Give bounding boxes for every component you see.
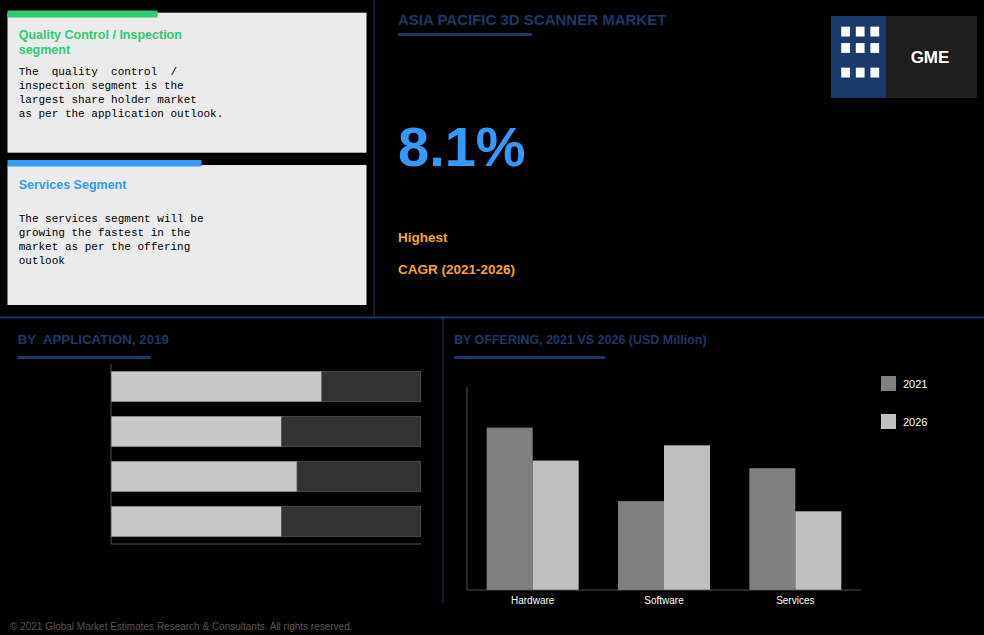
info-box bbox=[8, 13, 367, 153]
box-title: Quality Control / Inspectionsegment bbox=[19, 28, 182, 57]
bar bbox=[618, 501, 664, 590]
logo-panel bbox=[831, 16, 886, 98]
box-body-line: largest share holder market bbox=[19, 94, 197, 106]
title-underline bbox=[398, 33, 532, 36]
cagr-label: CAGR (2021-2026) bbox=[398, 262, 515, 277]
logo-text: GME bbox=[911, 48, 950, 67]
bar bbox=[664, 445, 710, 590]
x-axis-line bbox=[467, 590, 861, 591]
infographic: Quality Control / Inspectionsegment The q… bbox=[0, 0, 984, 635]
logo-icon bbox=[856, 27, 865, 37]
divider bbox=[0, 317, 984, 319]
box-title: Services Segment bbox=[19, 178, 128, 192]
box-body: The services segment will be growing the … bbox=[19, 213, 204, 267]
legend-swatch bbox=[881, 376, 896, 391]
box-body-line: outlook bbox=[19, 255, 66, 267]
cagr-label: Highest bbox=[398, 230, 448, 245]
bars bbox=[487, 428, 842, 590]
page-title: ASIA PACIFIC 3D SCANNER MARKET bbox=[398, 11, 666, 28]
logo-icon bbox=[841, 68, 850, 78]
title-underline bbox=[454, 356, 605, 359]
accent-bar bbox=[8, 11, 158, 18]
bar-segment bbox=[282, 416, 422, 447]
bar-segment bbox=[322, 371, 421, 402]
footer: © 2021 Global Market Estimates Research … bbox=[10, 621, 353, 632]
box-body-line: growing the fastest in the bbox=[19, 227, 191, 239]
x-tick-label: Hardware bbox=[511, 595, 555, 606]
chart-title: BY OFFERING, 2021 VS 2026 (USD Million) bbox=[454, 333, 707, 347]
legend-swatch bbox=[881, 414, 896, 429]
logo-box bbox=[831, 16, 977, 98]
box-body: The quality control / inspection segment … bbox=[19, 66, 224, 120]
logo-icon bbox=[870, 68, 879, 78]
bar-segment bbox=[111, 461, 297, 492]
y-axis-line bbox=[467, 387, 468, 590]
bars bbox=[111, 371, 421, 537]
info-box bbox=[8, 165, 367, 305]
bar bbox=[795, 511, 841, 590]
background bbox=[0, 0, 984, 635]
chart-title: BY APPLICATION, 2019 bbox=[18, 332, 169, 347]
box-body-line: as per the application outlook. bbox=[19, 108, 224, 120]
y-axis-line bbox=[111, 364, 112, 544]
logo-icon bbox=[870, 27, 879, 37]
logo-icon bbox=[870, 43, 879, 53]
bar-segment bbox=[282, 506, 422, 537]
bar-segment bbox=[297, 461, 421, 492]
divider bbox=[374, 0, 375, 318]
box-title-line: Services Segment bbox=[19, 178, 128, 192]
bar-segment bbox=[111, 371, 322, 402]
bar-segment bbox=[111, 416, 282, 447]
box-body-line: market as per the offering bbox=[19, 241, 191, 253]
logo-icon bbox=[856, 68, 865, 78]
logo-icon bbox=[856, 43, 865, 53]
box-body-line: inspection segment is the bbox=[19, 80, 184, 92]
x-tick-label: Services bbox=[776, 595, 814, 606]
legend-label: 2021 bbox=[903, 378, 927, 390]
logo-icon bbox=[841, 43, 850, 53]
bar bbox=[749, 468, 795, 590]
title-underline bbox=[18, 356, 151, 359]
bar bbox=[533, 461, 579, 590]
logo-icon bbox=[841, 27, 850, 37]
box-body-line: The services segment will be bbox=[19, 213, 204, 225]
accent-bar bbox=[8, 160, 202, 167]
box-body-line: The quality control / bbox=[19, 66, 177, 78]
divider bbox=[443, 318, 444, 604]
x-tick-label: Software bbox=[644, 595, 684, 606]
x-axis-line bbox=[111, 544, 421, 545]
box-title-line: segment bbox=[19, 43, 71, 57]
bar bbox=[487, 428, 533, 590]
bar-segment bbox=[111, 506, 282, 537]
cagr-value: 8.1% bbox=[398, 115, 526, 178]
legend-label: 2026 bbox=[903, 416, 927, 428]
box-title-line: Quality Control / Inspection bbox=[19, 28, 182, 42]
